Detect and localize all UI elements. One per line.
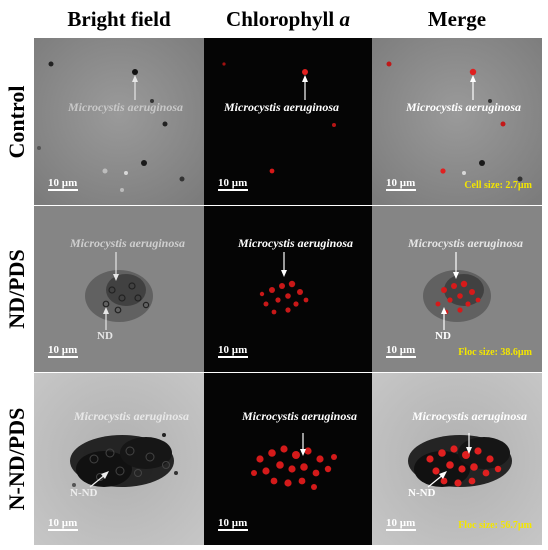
panel-nd-pds-chlorophyll: Microcystis aeruginosa 10 µm xyxy=(204,206,372,372)
row-label-n-nd-pds: N-ND/PDS xyxy=(4,407,29,511)
nd-pds-merge-scale-label: 10 µm xyxy=(386,344,416,356)
nd-pds-merge-nd-label: ND xyxy=(435,330,451,342)
nd-pds-merge-floc-size: Floc size: 38.6µm xyxy=(458,347,532,358)
n-nd-pds-bright-field-scale-label: 10 µm xyxy=(48,517,78,529)
n-nd-pds-merge-image xyxy=(372,373,542,545)
n-nd-pds-chlorophyll-scale-bar xyxy=(218,529,248,531)
nd-pds-bright-field-species-label: Microcystis aeruginosa xyxy=(70,236,186,250)
n-nd-pds-merge-floc-size: Floc size: 56.7µm xyxy=(458,520,532,531)
nd-pds-bright-field-scale-bar xyxy=(48,356,78,358)
control-merge-species-label: Microcystis aeruginosa xyxy=(406,100,522,114)
control-bright-field-scale-bar xyxy=(48,189,78,191)
control-chlorophyll-image xyxy=(222,62,336,174)
control-bright-field-species-label: Microcystis aeruginosa xyxy=(68,100,184,114)
nd-pds-chlorophyll-image xyxy=(259,252,309,315)
row-separator xyxy=(34,205,374,206)
n-nd-pds-bright-field-nnd-label: N-ND xyxy=(70,487,98,499)
control-merge-scale-bar xyxy=(386,189,416,191)
n-nd-pds-chlorophyll-image xyxy=(251,433,337,490)
n-nd-pds-bright-field-species-label: Microcystis aeruginosa xyxy=(74,409,190,423)
n-nd-pds-bright-field-image xyxy=(34,373,204,545)
nd-pds-chlorophyll-scale-label: 10 µm xyxy=(218,344,248,356)
nd-pds-merge-scale-bar xyxy=(386,356,416,358)
control-bright-field-image xyxy=(34,38,204,205)
nd-pds-chlorophyll-scale-bar xyxy=(218,356,248,358)
control-chlorophyll-scale-label: 10 µm xyxy=(218,177,248,189)
control-merge-cell-size: Cell size: 2.7µm xyxy=(464,180,532,191)
nd-pds-merge-species-label: Microcystis aeruginosa xyxy=(408,236,524,250)
panel-n-nd-pds-bright-field: Microcystis aeruginosa N-ND 10 µm xyxy=(34,373,204,545)
control-merge-scale-label: 10 µm xyxy=(386,177,416,189)
panel-control-chlorophyll: Microcystis aeruginosa 10 µm xyxy=(204,38,372,205)
row-label-control: Control xyxy=(4,85,29,158)
control-chlorophyll-scale-bar xyxy=(218,189,248,191)
panel-n-nd-pds-merge: Microcystis aeruginosa N-ND 10 µm Floc s… xyxy=(372,373,542,545)
nd-pds-merge-image xyxy=(372,206,542,372)
panel-n-nd-pds-chlorophyll: Microcystis aeruginosa 10 µm xyxy=(204,373,372,545)
nd-pds-bright-field-image xyxy=(34,206,204,372)
panel-nd-pds-bright-field: Microcystis aeruginosa ND 10 µm xyxy=(34,206,204,372)
row-label-nd-pds: ND/PDS xyxy=(4,249,29,329)
n-nd-pds-merge-nnd-label: N-ND xyxy=(408,487,436,499)
n-nd-pds-merge-scale-label: 10 µm xyxy=(386,517,416,529)
n-nd-pds-merge-scale-bar xyxy=(386,529,416,531)
n-nd-pds-bright-field-scale-bar xyxy=(48,529,78,531)
nd-pds-bright-field-scale-label: 10 µm xyxy=(48,344,78,356)
panel-nd-pds-merge: Microcystis aeruginosa ND 10 µm Floc siz… xyxy=(372,206,542,372)
column-title-merge: Merge xyxy=(427,7,487,31)
control-chlorophyll-species-label: Microcystis aeruginosa xyxy=(224,100,340,114)
n-nd-pds-chlorophyll-scale-label: 10 µm xyxy=(218,517,248,529)
control-merge-image xyxy=(372,38,542,205)
control-bright-field-scale-label: 10 µm xyxy=(48,177,78,189)
nd-pds-chlorophyll-species-label: Microcystis aeruginosa xyxy=(238,236,354,250)
n-nd-pds-merge-species-label: Microcystis aeruginosa xyxy=(412,409,528,423)
panel-control-merge: Microcystis aeruginosa 10 µm Cell size: … xyxy=(372,38,542,205)
panel-control-bright-field: Microcystis aeruginosa 10 µm xyxy=(34,38,204,205)
nd-pds-bright-field-nd-label: ND xyxy=(97,330,113,342)
column-title-bright-field: Bright field xyxy=(67,7,171,31)
column-title-chlorophyll: Chlorophyll a xyxy=(226,7,350,31)
n-nd-pds-chlorophyll-species-label: Microcystis aeruginosa xyxy=(242,409,358,423)
